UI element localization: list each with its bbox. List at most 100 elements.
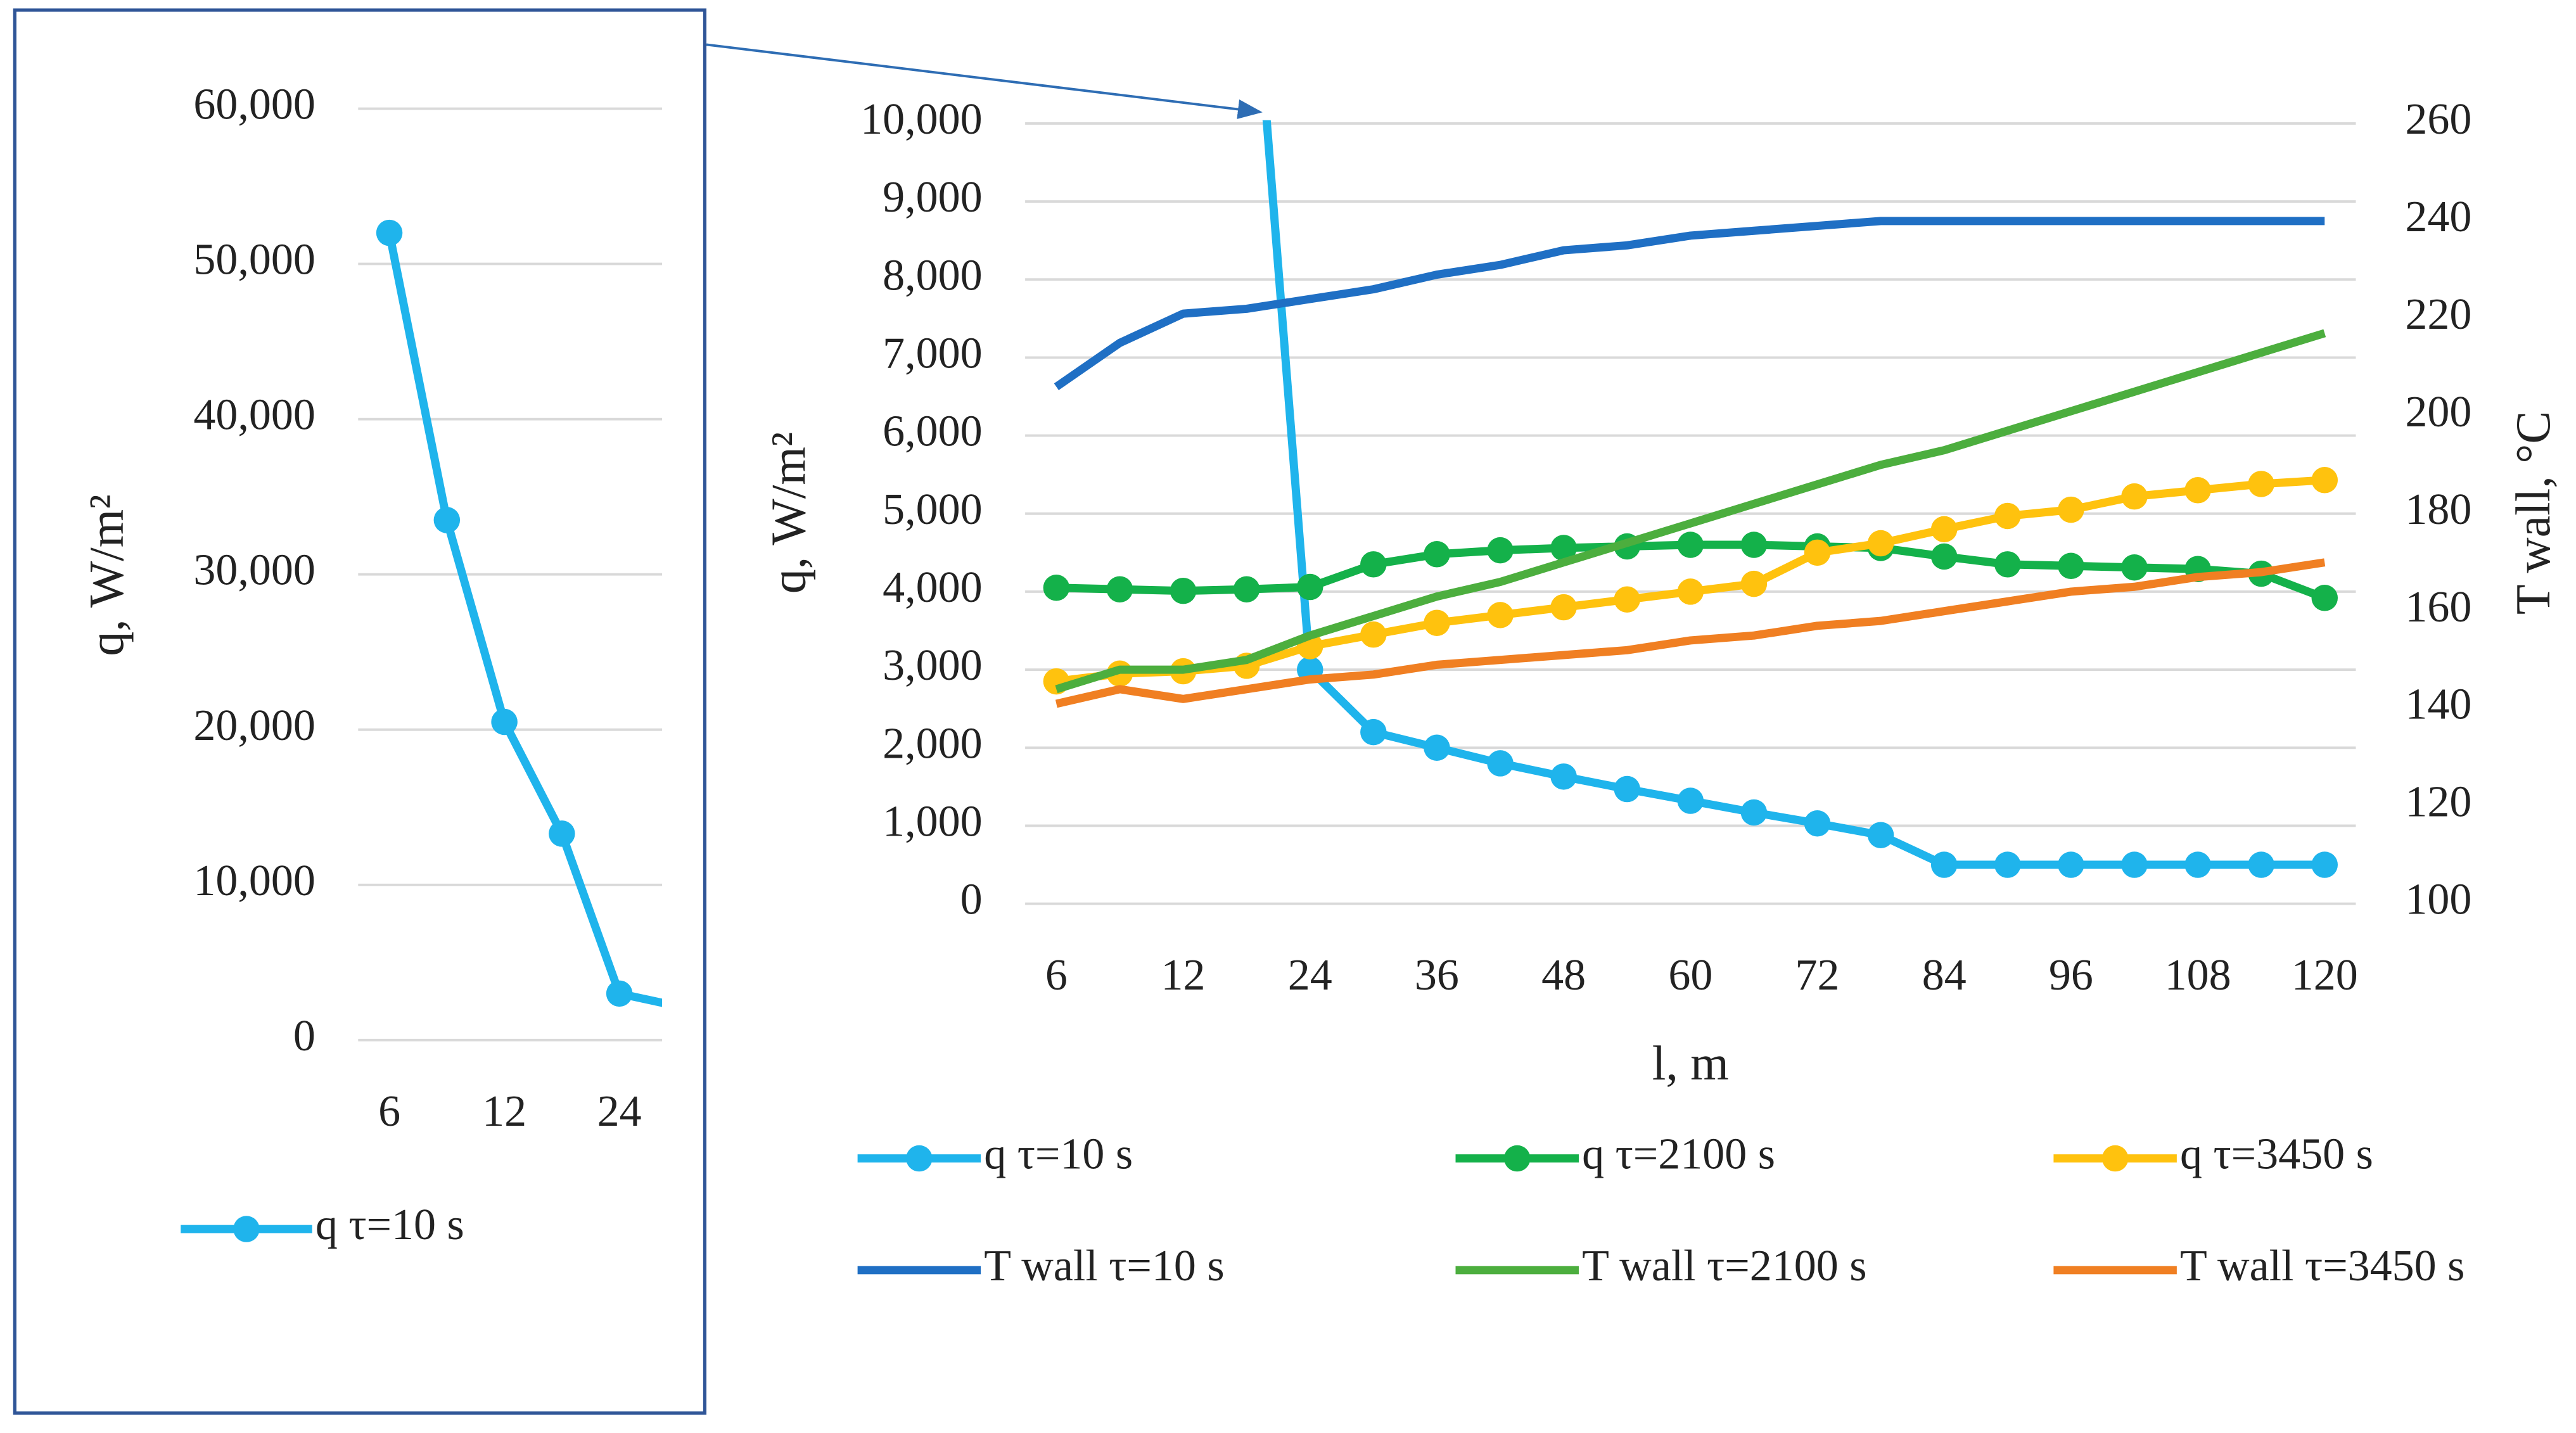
data-point: [2121, 554, 2148, 581]
y2-tick-label: 100: [2405, 876, 2471, 924]
data-point: [1677, 578, 1704, 605]
y-tick-label: 5,000: [883, 485, 983, 534]
data-point: [1994, 851, 2021, 878]
plot-area: [1043, 120, 2338, 878]
y-tick-label: 20,000: [193, 701, 316, 750]
x-axis-label: l, m: [1652, 1036, 1729, 1090]
y2-tick-label: 260: [2405, 95, 2471, 144]
data-point: [2058, 496, 2084, 523]
y-tick-label: 10,000: [193, 857, 316, 905]
series-line: [1054, 217, 2325, 390]
legend-label: T wall τ=2100 s: [1582, 1242, 1866, 1290]
callout-arrow: [706, 43, 1263, 119]
data-point: [1804, 810, 1831, 837]
data-point: [1360, 718, 1387, 746]
data-point: [1424, 541, 1450, 568]
y2-tick-label: 180: [2405, 485, 2471, 534]
data-point: [2248, 471, 2274, 497]
data-point: [1930, 543, 1958, 570]
y-tick-label: 8,000: [883, 251, 983, 300]
data-point: [2311, 467, 2338, 494]
y2-tick-label: 140: [2405, 680, 2471, 729]
data-point: [1487, 750, 1514, 777]
plot-area: [376, 219, 690, 1019]
legend-marker: [1503, 1145, 1531, 1172]
x-tick-label: 72: [1795, 951, 1840, 1000]
data-point: [1677, 532, 1704, 558]
data-point: [549, 820, 575, 847]
inset-frame: [13, 8, 707, 1415]
data-point: [433, 507, 461, 533]
data-point: [1994, 502, 2021, 530]
x-tick-label: 12: [482, 1087, 526, 1136]
y-tick-label: 1,000: [883, 798, 983, 846]
data-point: [2184, 477, 2211, 504]
series-line: [1055, 329, 2326, 694]
y-tick-label: 60,000: [193, 80, 316, 129]
y-tick-label: 30,000: [193, 546, 316, 595]
data-point: [2248, 851, 2274, 878]
y-axis-label: q, W/m²: [79, 494, 134, 656]
y-tick-label: 7,000: [883, 329, 983, 378]
legend-label: q τ=2100 s: [1582, 1130, 1775, 1179]
x-tick-label: 120: [2292, 951, 2358, 1000]
y-tick-label: 40,000: [193, 391, 316, 440]
data-point: [1233, 576, 1260, 602]
y2-tick-label: 120: [2405, 778, 2471, 827]
data-point: [2058, 552, 2084, 580]
data-point: [1424, 609, 1450, 636]
data-point: [1677, 787, 1704, 814]
data-point: [1550, 594, 1577, 621]
series-line: [385, 232, 663, 1007]
x-tick-label: 48: [1541, 951, 1586, 1000]
data-point: [1550, 763, 1577, 790]
x-tick-label: 108: [2165, 951, 2231, 1000]
data-point: [1106, 576, 1133, 602]
data-point: [1867, 822, 1894, 848]
data-point: [1614, 775, 1640, 803]
x-tick-label: 6: [1045, 951, 1068, 1000]
y-tick-label: 4,000: [883, 563, 983, 612]
data-point: [1614, 586, 1640, 613]
data-point: [1170, 577, 1197, 604]
x-tick-label: 6: [378, 1087, 400, 1136]
legend-label: T wall τ=10 s: [984, 1242, 1224, 1290]
data-point: [2121, 483, 2148, 510]
y2-tick-label: 220: [2405, 290, 2471, 339]
x-tick-label: 36: [1415, 951, 1459, 1000]
data-point: [606, 980, 633, 1007]
data-point: [1867, 530, 1894, 557]
x-tick-label: 60: [1668, 951, 1712, 1000]
y-tick-label: 3,000: [883, 641, 983, 690]
data-point: [2311, 851, 2338, 878]
y2-tick-label: 160: [2405, 583, 2471, 632]
x-tick-label: 84: [1922, 951, 1967, 1000]
data-point: [1043, 575, 1070, 601]
data-point: [1360, 621, 1387, 648]
data-point: [1550, 535, 1577, 561]
y2-tick-label: 200: [2405, 388, 2471, 436]
data-point: [2058, 851, 2084, 878]
data-point: [664, 993, 690, 1019]
y-tick-label: 50,000: [193, 236, 316, 284]
data-point: [1740, 799, 1768, 826]
data-point: [1487, 537, 1514, 564]
data-point: [1487, 602, 1514, 628]
x-tick-label: 24: [1288, 951, 1332, 1000]
legend-marker: [233, 1216, 260, 1242]
data-point: [1930, 516, 1958, 543]
series-line: [1262, 120, 2325, 869]
y-tick-label: 10,000: [860, 95, 983, 144]
y-tick-label: 9,000: [883, 173, 983, 222]
data-point: [1994, 551, 2021, 578]
y-tick-label: 0: [293, 1012, 316, 1060]
data-point: [2184, 851, 2211, 878]
legend-label: q τ=10 s: [316, 1201, 464, 1249]
data-point: [1297, 573, 1323, 601]
data-point: [1360, 551, 1387, 578]
data-point: [376, 219, 403, 246]
data-point: [1424, 734, 1450, 761]
data-point: [1740, 570, 1768, 597]
series-line: [1055, 558, 2326, 708]
